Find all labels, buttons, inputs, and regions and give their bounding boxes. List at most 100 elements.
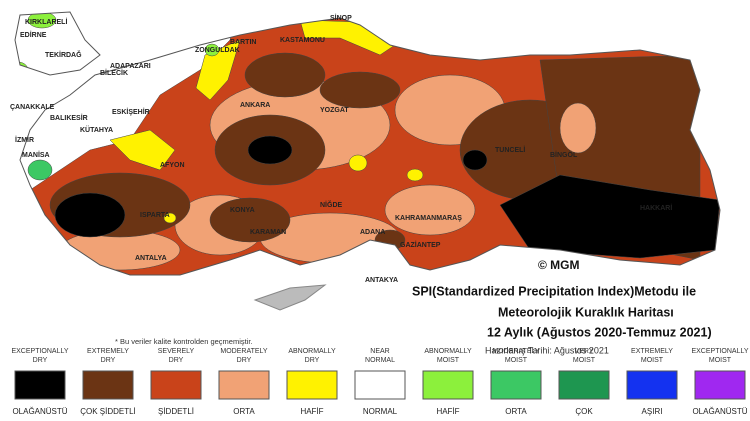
region <box>209 197 291 243</box>
region <box>462 149 488 171</box>
region <box>27 12 57 29</box>
city-label: KAHRAMANMARAŞ <box>395 215 462 222</box>
prepared-date: Hazırlanış Tarihi: Ağustos 2021 <box>485 345 609 355</box>
region <box>195 39 241 101</box>
legend-class: DRY <box>169 357 184 364</box>
legend-class: MOIST <box>573 357 596 364</box>
title-line: SPI(Standardized Precipitation Index)Met… <box>412 284 696 298</box>
city-label: ESKİŞEHİR <box>112 108 150 116</box>
legend-swatch <box>286 370 338 400</box>
legend-class: ABNORMALLY <box>288 348 336 355</box>
city-label: AFYON <box>160 162 185 169</box>
legend-class: EXTREMELY <box>631 348 673 355</box>
legend-swatch <box>626 370 678 400</box>
city-label: MANİSA <box>22 151 50 159</box>
city-label: GAZİANTEP <box>400 241 441 249</box>
city-label: ISPARTA <box>140 212 170 219</box>
legend-class: EXCEPTIONALLY <box>691 348 748 355</box>
legend-class: MODERATELY <box>220 348 268 355</box>
region <box>27 159 53 181</box>
region <box>204 43 220 57</box>
legend-class: DRY <box>101 357 116 364</box>
city-label: KASTAMONU <box>280 37 325 44</box>
region <box>384 184 476 236</box>
city-label: KÜTAHYA <box>80 125 113 134</box>
legend-swatch <box>694 370 746 400</box>
legend-class: NEAR <box>370 348 389 355</box>
city-label: ANTALYA <box>135 255 167 262</box>
legend-swatch <box>354 370 406 400</box>
city-label: İZMİR <box>15 136 34 144</box>
region <box>109 129 176 171</box>
legend-class: MOIST <box>641 357 664 364</box>
legend-class: MOIST <box>505 357 528 364</box>
region <box>348 154 368 172</box>
legend-class: MODERATELY <box>492 348 540 355</box>
region <box>247 135 293 165</box>
map-area <box>15 12 720 275</box>
city-label: ZONGULDAK <box>195 47 240 54</box>
legend-category: HAFİF <box>436 407 459 416</box>
region <box>15 61 29 79</box>
region <box>319 71 401 109</box>
legend-swatch <box>14 370 66 400</box>
legend-category: NORMAL <box>363 407 398 416</box>
legend-category: ÇOK <box>575 407 593 416</box>
city-label: NİĞDE <box>320 200 343 209</box>
city-label: SİNOP <box>330 14 352 22</box>
city-label: BİLECİK <box>100 69 128 77</box>
region <box>244 52 326 98</box>
legend-swatch <box>218 370 270 400</box>
legend-class: NORMAL <box>365 357 395 364</box>
legend-category: ÇOK ŞİDDETLİ <box>80 407 136 416</box>
legend-category: HAFİF <box>300 407 323 416</box>
legend-class: MOIST <box>709 357 732 364</box>
legend-class: EXTREMELY <box>87 348 129 355</box>
city-label: ÇANAKKALE <box>10 104 55 111</box>
city-label: ANKARA <box>240 102 270 109</box>
legend-swatch <box>422 370 474 400</box>
legend-class: EXCEPTIONALLY <box>11 348 68 355</box>
legend-class: ABNORMALLY <box>424 348 472 355</box>
city-label: TUNCELİ <box>495 146 525 154</box>
city-label: KONYA <box>230 207 255 214</box>
legend-category: OLAĞANÜSTÜ <box>12 407 67 416</box>
legend-class: DRY <box>305 357 320 364</box>
legend-class: MOIST <box>437 357 460 364</box>
region <box>559 102 597 154</box>
legend-category: ŞİDDETLİ <box>158 407 194 416</box>
city-label: HAKKARİ <box>640 204 672 212</box>
note: * Bu veriler kalite kontrolden geçmemişt… <box>115 337 253 346</box>
copyright: © MGM <box>538 258 580 272</box>
title-line: 12 Aylık (Ağustos 2020-Temmuz 2021) <box>487 325 712 339</box>
city-label: YOZGAT <box>320 107 349 114</box>
legend-category: ORTA <box>505 407 527 416</box>
region <box>406 168 424 182</box>
city-label: BALIKESİR <box>50 114 88 122</box>
legend-category: ORTA <box>233 407 255 416</box>
city-label: KIRKLARELİ <box>25 18 67 26</box>
region <box>54 192 126 238</box>
city-label: KARAMAN <box>250 229 286 236</box>
country-outline <box>14 11 721 276</box>
title-line: Meteorolojik Kuraklık Haritası <box>498 305 674 319</box>
legend-swatch <box>558 370 610 400</box>
legend-class: DRY <box>33 357 48 364</box>
legend-class: SEVERELY <box>158 348 195 355</box>
region <box>163 212 177 224</box>
legend-swatch <box>82 370 134 400</box>
legend-category: OLAĞANÜSTÜ <box>692 407 747 416</box>
city-label: TEKİRDAĞ <box>45 50 82 59</box>
legend-class: VERY <box>575 348 594 355</box>
city-label: BİNGÖL <box>550 150 578 159</box>
city-label: EDİRNE <box>20 31 47 39</box>
legend-class: DRY <box>237 357 252 364</box>
legend-swatch <box>150 370 202 400</box>
city-label: ANTAKYA <box>365 277 398 284</box>
legend-swatch <box>490 370 542 400</box>
cyprus <box>253 284 327 311</box>
city-label: ADAPAZARI <box>110 63 151 70</box>
legend-category: AŞIRI <box>642 407 663 416</box>
city-label: BARTIN <box>230 39 256 46</box>
